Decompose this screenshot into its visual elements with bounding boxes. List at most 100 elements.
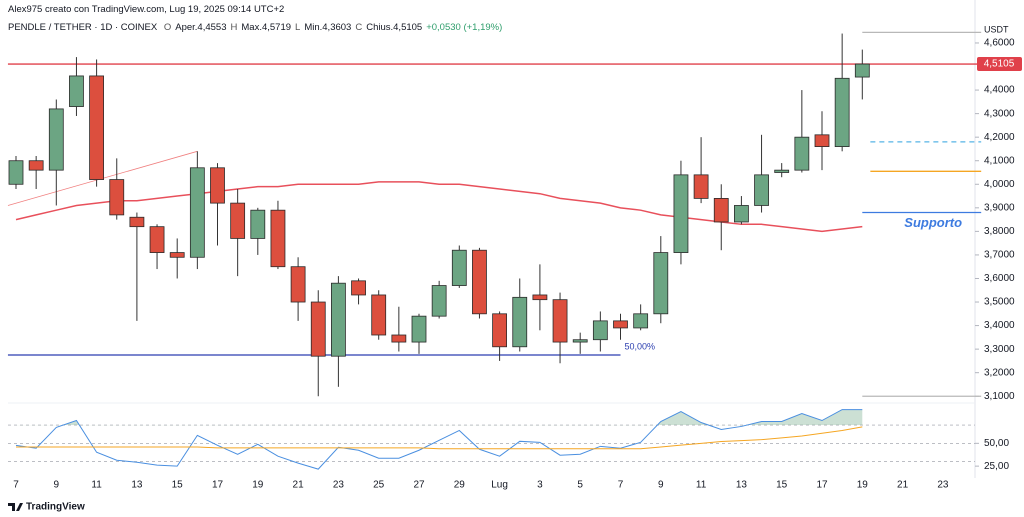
y-tick-label: 4,1000	[984, 155, 1015, 166]
y-tick-label: 3,7000	[984, 250, 1015, 261]
candle-body	[734, 205, 749, 223]
price-tag-label: 4,5105	[984, 59, 1015, 70]
legend-item: Aper.4,4553	[175, 22, 227, 33]
candle-body	[794, 136, 810, 171]
candle-body	[774, 169, 790, 173]
legend-item: H	[230, 22, 238, 33]
symbol: PENDLE / TETHER · 1D · COINEX	[8, 22, 158, 33]
candle-body	[653, 252, 669, 315]
x-tick-label: 17	[816, 480, 828, 491]
candle-body	[552, 299, 568, 343]
x-tick-label: 9	[54, 480, 60, 491]
y-tick-label: 4,3000	[984, 108, 1015, 119]
candle-body	[48, 108, 64, 171]
candle-body	[633, 313, 649, 329]
legend-item: Max.4,5719	[241, 22, 292, 33]
legend-item: Chius.4,5105	[366, 22, 423, 33]
candle-body	[814, 134, 830, 147]
y-tick-label: 4,2000	[984, 132, 1015, 143]
candle-body	[431, 285, 447, 317]
candle-body	[512, 296, 528, 348]
candle-body	[189, 167, 205, 258]
candle-body	[472, 249, 487, 315]
y-tick-label: 3,2000	[984, 367, 1015, 378]
candle-body	[673, 174, 689, 253]
x-tick-label: 23	[937, 480, 949, 491]
candle-body	[169, 252, 185, 258]
overbought-fill	[16, 409, 863, 426]
x-tick-label: 17	[212, 480, 224, 491]
candle-body	[270, 209, 286, 268]
candle-body	[250, 209, 266, 239]
x-tick-label: 27	[413, 480, 425, 491]
candle-body	[310, 301, 326, 357]
x-tick-label: 29	[454, 480, 466, 491]
x-tick-label: 19	[857, 480, 869, 491]
legend-item: L	[295, 22, 301, 33]
candle-body	[290, 266, 306, 303]
x-tick-label: 9	[658, 480, 664, 491]
credit: Alex975 creato con TradingView.com, Lug …	[8, 4, 285, 15]
candle-body	[693, 174, 709, 199]
candle-body	[492, 313, 508, 348]
candle-body	[391, 334, 407, 343]
x-tick-label: 7	[618, 480, 624, 491]
line-label: 50,00%	[625, 341, 656, 351]
candle-body	[89, 75, 104, 180]
candle-body	[129, 216, 145, 228]
candle-body	[28, 160, 44, 171]
x-tick-label: 11	[696, 480, 707, 491]
x-tick-label: 23	[333, 480, 345, 491]
line-label: Supporto	[904, 215, 962, 230]
x-tick-label: 13	[131, 480, 143, 491]
x-tick-label: 19	[252, 480, 264, 491]
candle-body	[854, 63, 870, 78]
candle-body	[69, 75, 84, 107]
y-tick-label: 50,00	[984, 438, 1009, 449]
candle-body	[371, 294, 387, 336]
legend-item: Min.4,3603	[304, 22, 352, 33]
candle-body	[149, 226, 165, 253]
candle-body	[713, 198, 729, 223]
y-tick-label: 3,6000	[984, 273, 1015, 284]
x-tick-label: 11	[91, 480, 102, 491]
y-tick-label: 3,1000	[984, 391, 1015, 402]
currency-label: USDT	[984, 24, 1009, 34]
logo: TradingView	[8, 502, 85, 513]
candle-body	[834, 77, 850, 147]
y-tick-label: 3,8000	[984, 226, 1015, 237]
rsi-line	[15, 409, 863, 470]
legend-item: O	[163, 22, 172, 33]
x-tick-label: 15	[172, 480, 184, 491]
x-tick-label: 21	[897, 480, 909, 491]
y-tick-label: 3,4000	[984, 320, 1015, 331]
candle-body	[532, 294, 548, 301]
x-tick-label: Lug	[491, 480, 508, 491]
y-tick-label: 3,9000	[984, 202, 1015, 213]
candle-body	[592, 320, 608, 341]
candle-body	[411, 315, 427, 343]
logo-text: TradingView	[26, 502, 85, 513]
candle-body	[8, 160, 24, 185]
legend: PENDLE / TETHER · 1D · COINEX O Aper.4,45…	[8, 22, 506, 33]
y-tick-label: 3,5000	[984, 297, 1015, 308]
y-tick-label: 4,6000	[984, 38, 1015, 49]
candle-body	[330, 282, 346, 357]
candle-body	[754, 174, 769, 206]
x-tick-label: 3	[537, 480, 543, 491]
rsi-line	[16, 426, 863, 450]
legend-item: +0,0530 (+1,19%)	[426, 22, 503, 33]
x-tick-label: 7	[13, 480, 19, 491]
x-tick-label: 5	[577, 480, 583, 491]
candle-body	[451, 249, 467, 286]
logo-icon	[8, 503, 23, 511]
candle-body	[109, 179, 125, 216]
candle-body	[230, 202, 246, 239]
y-tick-label: 25,00	[984, 461, 1009, 472]
candle-body	[572, 339, 588, 343]
price-tag	[977, 57, 1022, 72]
x-tick-label: 21	[293, 480, 305, 491]
y-tick-label: 3,3000	[984, 344, 1015, 355]
